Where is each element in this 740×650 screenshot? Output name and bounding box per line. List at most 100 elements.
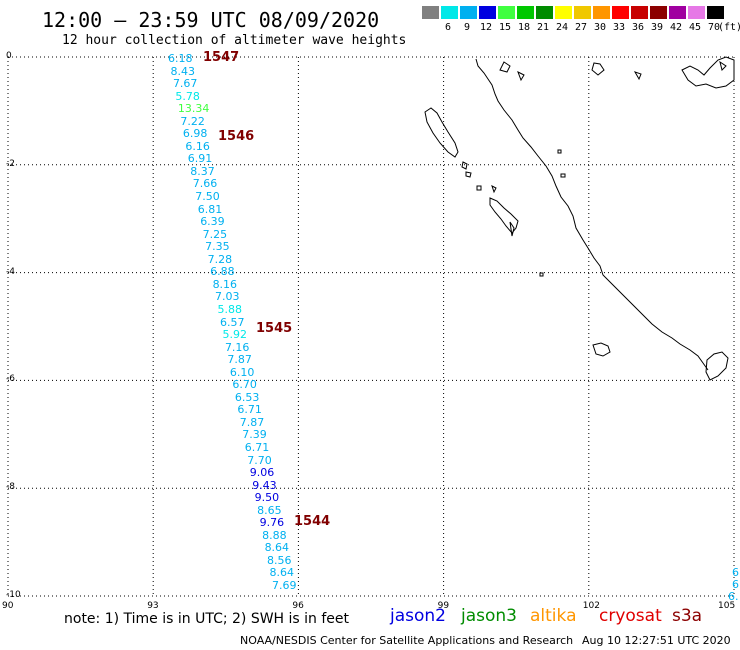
legend-swatch [498, 6, 515, 19]
coastline-segment [539, 272, 544, 277]
legend-swatch [707, 6, 724, 19]
edge-wave-height-value: 6 [732, 578, 739, 591]
wave-height-value: 6.70 [232, 378, 257, 392]
wave-height-value: 7.87 [239, 415, 265, 429]
coastline-segment [633, 71, 642, 81]
coastline-segment [719, 60, 727, 71]
coastline-segment [591, 62, 605, 76]
wave-height-value: 7.39 [242, 428, 267, 442]
coastline-segment [461, 161, 468, 170]
satellite-label-cryosat: cryosat [599, 606, 662, 626]
coastline-segment [560, 173, 566, 178]
coastline-segment [424, 107, 459, 158]
wave-height-value: 6.81 [197, 202, 223, 216]
legend-swatch [422, 6, 439, 19]
wave-height-value: 6.10 [229, 365, 255, 379]
orbit-number: 1544 [294, 514, 331, 529]
wave-height-value: 6.98 [182, 127, 208, 141]
wave-height-value: 5.78 [175, 89, 200, 103]
wave-height-value: 7.70 [247, 453, 272, 467]
wave-height-value: 8.88 [262, 528, 287, 542]
wave-height-value: 8.43 [170, 64, 195, 78]
credit-line: NOAA/NESDIS Center for Satellite Applica… [240, 634, 574, 647]
longitude-label: 105 [718, 601, 736, 611]
legend-swatch [479, 6, 496, 19]
legend-swatch [631, 6, 648, 19]
wave-height-value: 6.18 [168, 52, 193, 65]
legend-label: 70 [707, 22, 721, 33]
legend-swatch [650, 6, 667, 19]
longitude-label: 93 [147, 601, 159, 611]
legend-label: 15 [498, 22, 512, 33]
wave-height-value: 8.64 [264, 541, 290, 555]
latitude-label: -2 [6, 158, 15, 169]
legend-label: 21 [536, 22, 550, 33]
coastline-segment [557, 149, 562, 154]
map-grid [7, 56, 735, 597]
legend-swatch [555, 6, 572, 19]
legend-swatch [688, 6, 705, 19]
wave-height-value: 6.39 [200, 215, 225, 229]
wave-height-value: 5.88 [217, 302, 243, 316]
wave-height-value: 7.16 [224, 340, 250, 354]
edge-wave-height-value: 6. [728, 590, 739, 603]
generation-timestamp: Aug 10 12:27:51 UTC 2020 [582, 634, 731, 647]
legend-label: 27 [574, 22, 588, 33]
coastline-segment [509, 221, 515, 237]
wave-height-value: 7.22 [180, 114, 205, 128]
legend-label: 45 [688, 22, 702, 33]
wave-height-value: 13.34 [177, 102, 210, 116]
legend-label: 9 [463, 22, 471, 33]
wave-height-value: 7.67 [172, 77, 198, 91]
coastline-segment [475, 58, 709, 371]
satellite-label-s3a: s3a [672, 606, 703, 626]
wave-height-value: 8.37 [190, 164, 215, 178]
latitude-label: -4 [6, 266, 15, 277]
wave-height-value: 9.76 [259, 516, 285, 530]
legend-label: 39 [650, 22, 664, 33]
wave-height-value: 6.88 [210, 265, 235, 279]
legend-label: 30 [593, 22, 607, 33]
wave-height-value: 6.71 [237, 403, 262, 417]
coastline [424, 56, 735, 381]
legend-swatch [441, 6, 458, 19]
legend-swatch [460, 6, 477, 19]
wave-height-value: 6.91 [187, 152, 213, 166]
wave-height-value: 8.65 [257, 503, 282, 517]
longitude-label: 90 [2, 601, 14, 611]
legend-label: 12 [479, 22, 493, 33]
latitude-label: 0 [6, 51, 12, 61]
wave-height-value: 7.35 [205, 240, 230, 254]
legend-swatch [517, 6, 534, 19]
latitude-label: -10 [6, 590, 21, 600]
satellite-label-altika: altika [530, 606, 577, 626]
wave-height-value: 8.16 [212, 277, 238, 291]
wave-height-value: 6.53 [234, 390, 260, 404]
coastline-segment [705, 351, 729, 381]
legend-swatch [669, 6, 686, 19]
legend-label: 42 [669, 22, 683, 33]
legend-label: 36 [631, 22, 645, 33]
longitude-label: 96 [292, 601, 304, 611]
wave-height-value: 7.25 [202, 227, 228, 241]
legend-label: 6 [444, 22, 452, 33]
coastline-segment [499, 61, 511, 73]
wave-height-value: 6.16 [185, 139, 210, 153]
wave-height-value: 9.43 [252, 478, 277, 492]
latitude-label: -8 [6, 482, 15, 493]
orbit-number: 1545 [256, 321, 293, 336]
coastline-segment [476, 185, 482, 191]
coastline-segment [491, 185, 497, 194]
wave-height-value: 7.66 [192, 177, 218, 191]
footer-note: note: 1) Time is in UTC; 2) SWH is in fe… [64, 611, 350, 627]
wave-height-value: 7.03 [215, 290, 240, 304]
latitude-label: -6 [6, 374, 15, 385]
wave-height-value: 9.06 [249, 466, 275, 480]
satellite-label-jason3: jason3 [461, 606, 517, 626]
legend-swatch [574, 6, 591, 19]
page-subtitle: 12 hour collection of altimeter wave hei… [62, 33, 407, 48]
wave-height-value: 6.57 [220, 315, 245, 329]
legend-swatch [536, 6, 553, 19]
longitude-label: 99 [437, 601, 450, 611]
